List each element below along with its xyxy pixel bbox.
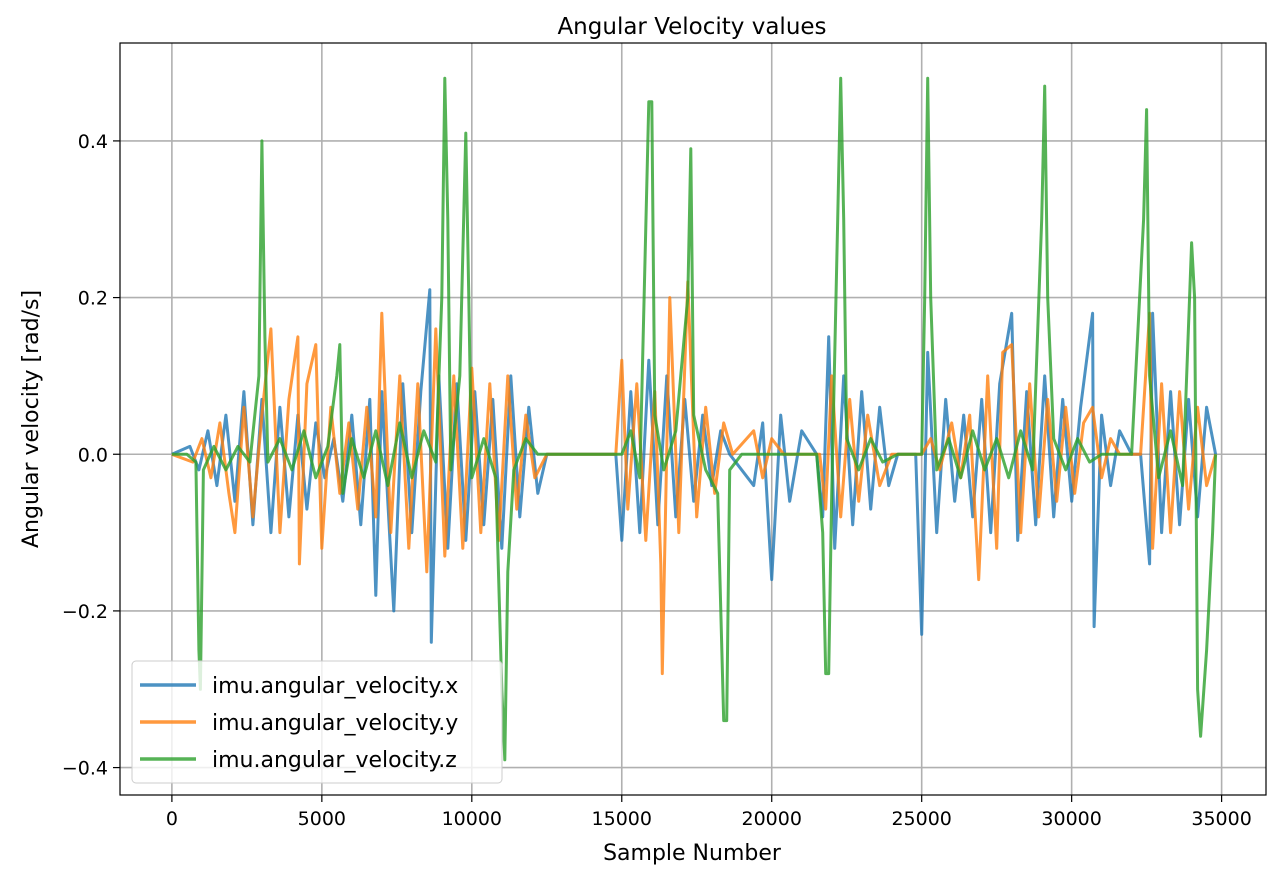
y-tick-label: −0.4	[62, 758, 108, 780]
y-tick-label: 0.4	[78, 131, 108, 153]
legend: imu.angular_velocity.x imu.angular_veloci…	[131, 660, 503, 784]
x-tick-label: 10000	[442, 808, 502, 830]
series-line-2	[171, 280, 1218, 676]
series-line-3	[171, 76, 1218, 762]
y-tick-label: −0.2	[62, 601, 108, 623]
x-tick-label: 5000	[298, 808, 346, 830]
series-layer	[171, 76, 1218, 762]
x-tick-label: 15000	[592, 808, 652, 830]
ticks: 0 5000 10000 15000 20000 25000 30000 35000 −0.4 −…	[62, 131, 1252, 830]
legend-label-1: imu.angular_velocity.x	[212, 674, 458, 699]
legend-label-3: imu.angular_velocity.z	[212, 748, 457, 773]
x-tick-label: 35000	[1191, 808, 1251, 830]
legend-box	[131, 660, 503, 784]
y-axis-label: Angular velocity [rad/s]	[19, 290, 44, 548]
y-tick-label: 0.2	[78, 288, 108, 310]
x-axis-label: Sample Number	[603, 841, 782, 866]
x-tick-label: 20000	[742, 808, 802, 830]
legend-label-2: imu.angular_velocity.y	[212, 711, 458, 736]
chart-title: Angular Velocity values	[557, 14, 826, 40]
x-tick-label: 30000	[1041, 808, 1101, 830]
x-tick-label: 25000	[891, 808, 951, 830]
y-tick-label: 0.0	[78, 444, 108, 466]
plot-frame	[119, 42, 1267, 796]
x-tick-label: 0	[166, 808, 178, 830]
